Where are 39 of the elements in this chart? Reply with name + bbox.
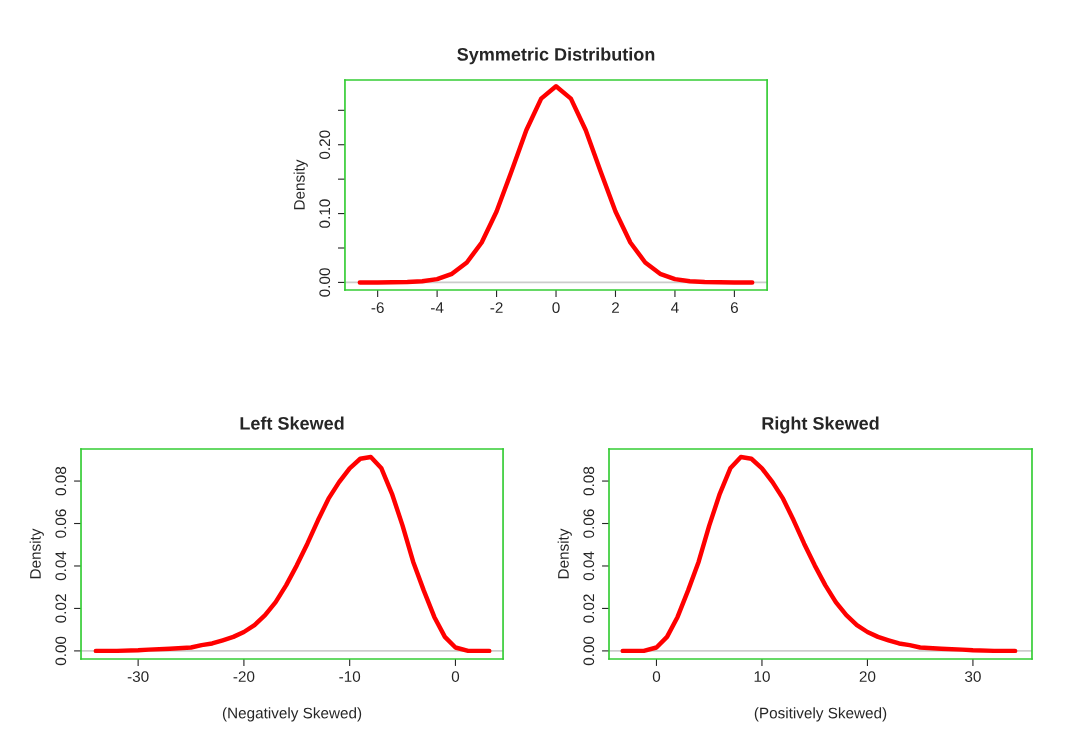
x-tick-label: 0 <box>552 302 560 314</box>
y-axis-title: Density <box>293 159 308 210</box>
y-tick-label: 0.00 <box>583 636 595 666</box>
x-tick-label: -2 <box>490 302 503 313</box>
y-tick-label: 0.00 <box>55 636 67 666</box>
y-axis-title: Density <box>557 528 572 579</box>
x-tick-label: -10 <box>339 671 361 682</box>
y-tick-label: 0.02 <box>55 594 67 623</box>
x-tick-label: 0 <box>451 671 460 682</box>
x-tick-label: -20 <box>233 671 255 682</box>
y-axis-title: Density <box>29 528 44 579</box>
chart-title: Right Skewed <box>762 416 879 434</box>
y-tick-label: 0.06 <box>583 509 595 538</box>
line-series <box>93 454 492 654</box>
y-tick-label: 0.04 <box>583 551 595 581</box>
x-tick-label: 30 <box>965 671 981 682</box>
y-tick-label: 0.04 <box>55 551 67 581</box>
x-tick-label: -30 <box>127 671 149 682</box>
line-series <box>620 454 1018 654</box>
y-tick-label: 0.02 <box>583 594 595 623</box>
x-tick-label: -4 <box>431 302 444 313</box>
y-tick-label: 0.20 <box>319 130 331 159</box>
chart-title: Symmetric Distribution <box>457 47 655 65</box>
chart-title: Left Skewed <box>240 416 344 430</box>
y-tick-label: 0.06 <box>55 509 67 538</box>
x-axis-title: (Negatively Skewed) <box>222 707 362 722</box>
y-tick-label: 0.00 <box>319 268 331 297</box>
x-tick-label: 6 <box>730 302 738 314</box>
y-tick-label: 0.10 <box>319 199 331 228</box>
x-tick-label: 10 <box>754 671 770 682</box>
line-series <box>357 84 755 285</box>
x-tick-label: 20 <box>859 671 876 682</box>
y-tick-label: 0.08 <box>583 466 595 496</box>
x-tick-label: 0 <box>652 671 661 682</box>
y-tick-label: 0.08 <box>55 466 67 496</box>
x-tick-label: 4 <box>671 302 679 313</box>
x-tick-label: -6 <box>371 302 384 314</box>
x-tick-label: 2 <box>612 302 619 313</box>
x-axis-title: (Positively Skewed) <box>754 707 887 722</box>
